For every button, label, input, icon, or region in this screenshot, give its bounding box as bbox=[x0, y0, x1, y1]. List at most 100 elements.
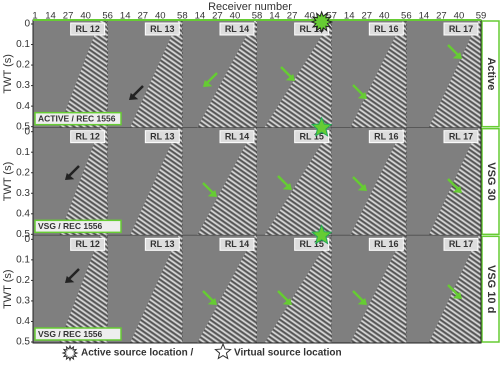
seismic-wavefield bbox=[130, 127, 183, 236]
y-axis-label: TWT (s) bbox=[2, 269, 14, 309]
panel-label-text: RL 12 bbox=[75, 24, 99, 34]
panel-label-box bbox=[368, 130, 404, 144]
arrow-head bbox=[129, 93, 139, 100]
seismic-wavefield bbox=[350, 20, 407, 128]
panel-label-text: RL 13 bbox=[150, 132, 174, 142]
arrow bbox=[68, 165, 80, 177]
y-tick-label: 0 bbox=[24, 19, 30, 30]
row-name: Active bbox=[485, 57, 497, 90]
legend-active-icon bbox=[61, 344, 79, 362]
arrow bbox=[132, 85, 144, 97]
panel-label-text: RL 13 bbox=[150, 239, 174, 249]
y-tick-label: 0.3 bbox=[16, 296, 30, 307]
panel-label-text: RL 12 bbox=[75, 239, 99, 249]
panel-label-box bbox=[219, 130, 255, 144]
arrow-head bbox=[203, 80, 213, 87]
y-tick-label: 0.1 bbox=[16, 39, 30, 50]
panel-label-box bbox=[443, 22, 479, 36]
y-tick-label: 0.4 bbox=[16, 316, 30, 327]
x-tick-label: 27 bbox=[361, 11, 372, 22]
y-tick-label: 0.5 bbox=[16, 229, 30, 240]
row-name-box bbox=[481, 20, 500, 128]
arrow-head bbox=[357, 92, 367, 99]
seismic-wavefield bbox=[59, 127, 108, 236]
panel-label-text: RL 14 bbox=[225, 239, 249, 249]
y-tick-label: 0.3 bbox=[16, 188, 30, 199]
y-tick-label: 0.2 bbox=[16, 275, 30, 286]
panel-label-box bbox=[70, 22, 106, 36]
x-tick-label: 27 bbox=[137, 11, 148, 22]
seismic-wavefield bbox=[350, 235, 407, 343]
panel-label: RL 14 bbox=[219, 130, 255, 144]
x-tick-label: 14 bbox=[419, 11, 430, 22]
x-tick-label: 40 bbox=[454, 11, 465, 22]
x-tick-label: 40 bbox=[230, 11, 241, 22]
x-tick-label: 14 bbox=[45, 11, 56, 22]
panel-label-text: RL 14 bbox=[225, 24, 249, 34]
arrow-head bbox=[357, 298, 367, 305]
panel-label-box bbox=[368, 22, 404, 36]
arrow bbox=[280, 66, 292, 78]
panel-label: RL 12 bbox=[70, 237, 106, 251]
x-tick-label: 14 bbox=[269, 11, 280, 22]
panel-label-box bbox=[144, 237, 180, 251]
seismic-wavefield bbox=[264, 235, 332, 343]
panel-label: RL 13 bbox=[144, 22, 180, 36]
arrow bbox=[447, 284, 459, 296]
panel-label-text: RL 17 bbox=[449, 24, 473, 34]
x-tick-label: 57 bbox=[326, 11, 337, 22]
virtual-source bbox=[310, 116, 333, 137]
seismic-wavefield bbox=[264, 127, 332, 236]
panel-label-text: RL 15 bbox=[299, 24, 323, 34]
y-axis-label: TWT (s) bbox=[2, 162, 14, 202]
active-source bbox=[310, 10, 334, 34]
panel-label-text: RL 13 bbox=[150, 24, 174, 34]
x-tick-label: 40 bbox=[80, 11, 91, 22]
panel-label: RL 13 bbox=[144, 130, 180, 144]
y-tick-label: 0.4 bbox=[16, 101, 30, 112]
arrow-head bbox=[282, 183, 292, 190]
panel-label-text: RL 17 bbox=[449, 132, 473, 142]
x-tick-label: 40 bbox=[379, 11, 390, 22]
seismic-wavefield bbox=[197, 127, 257, 236]
panel-label: RL 17 bbox=[443, 237, 479, 251]
x-tick-label: 14 bbox=[120, 11, 131, 22]
panel-label: RL 17 bbox=[443, 130, 479, 144]
arrow-head bbox=[207, 298, 217, 305]
seismic-wavefield bbox=[264, 20, 332, 128]
y-tick-label: 0.1 bbox=[16, 147, 30, 158]
x-tick-label: 27 bbox=[63, 11, 74, 22]
row-tag: ACTIVE / REC 1556 bbox=[38, 113, 116, 123]
x-tick-label: 56 bbox=[401, 11, 412, 22]
seismic-wavefield bbox=[59, 20, 108, 128]
arrow-head bbox=[282, 298, 292, 305]
panel-label-box bbox=[219, 22, 255, 36]
arrow bbox=[202, 182, 214, 194]
y-tick-label: 0.5 bbox=[16, 121, 30, 132]
arrow-head bbox=[452, 186, 462, 193]
panel-label: RL 12 bbox=[70, 130, 106, 144]
arrow bbox=[352, 176, 364, 188]
arrow-head bbox=[285, 74, 295, 81]
panel-label: RL 16 bbox=[368, 22, 404, 36]
arrow-head bbox=[207, 190, 217, 197]
row-tag: VSG / REC 1556 bbox=[38, 329, 103, 339]
panel-label-box bbox=[70, 130, 106, 144]
panel-label-box bbox=[443, 130, 479, 144]
y-tick-label: 0.2 bbox=[16, 167, 30, 178]
panel-label-text: RL 15 bbox=[299, 132, 323, 142]
x-tick-label: 58 bbox=[252, 11, 263, 22]
y-tick-label: 0 bbox=[24, 126, 30, 137]
panel-label: RL 13 bbox=[144, 237, 180, 251]
seismic-wavefield bbox=[428, 20, 481, 128]
arrow bbox=[352, 84, 364, 96]
seismic-wavefield bbox=[350, 127, 407, 236]
y-tick-label: 0.5 bbox=[16, 337, 30, 348]
arrow bbox=[68, 268, 80, 280]
x-tick-label: 14 bbox=[195, 11, 206, 22]
arrow bbox=[447, 44, 459, 56]
legend-active: Active source location / bbox=[81, 348, 193, 359]
x-tick-label: 59 bbox=[476, 11, 487, 22]
panel-label-text: RL 16 bbox=[374, 132, 398, 142]
arrow bbox=[202, 290, 214, 302]
